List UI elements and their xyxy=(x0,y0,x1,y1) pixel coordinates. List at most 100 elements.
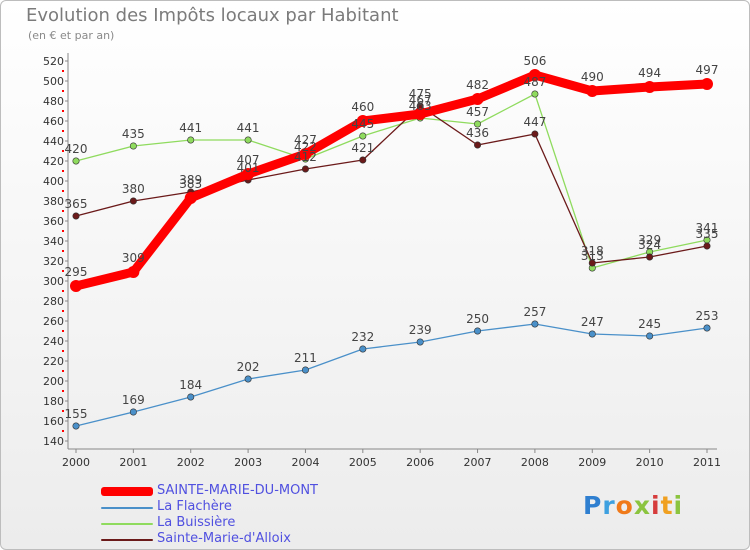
logo-letter: r xyxy=(602,491,616,520)
data-label: 389 xyxy=(179,173,202,187)
series-line-0 xyxy=(75,323,708,427)
y-tick-label: 220 xyxy=(43,355,64,368)
y-tick-label: 320 xyxy=(43,255,64,268)
data-label: 422 xyxy=(294,140,317,154)
y-tick-label: 280 xyxy=(43,295,64,308)
data-label: 494 xyxy=(638,66,661,80)
data-label: 184 xyxy=(179,378,202,392)
legend-label: SAINTE-MARIE-DU-MONT xyxy=(157,483,319,498)
chart-subtitle: (en € et par an) xyxy=(28,29,115,42)
data-label: 463 xyxy=(409,99,432,113)
data-label: 412 xyxy=(294,150,317,164)
series-line-1 xyxy=(75,93,708,269)
data-label: 309 xyxy=(122,251,145,265)
y-axis-minor-mark xyxy=(62,290,64,292)
data-point xyxy=(244,375,252,383)
x-tick-label: 2006 xyxy=(406,456,434,469)
data-point xyxy=(356,115,369,127)
data-label: 467 xyxy=(409,93,432,107)
y-axis-minor-mark xyxy=(62,330,64,332)
y-axis-minor-mark xyxy=(62,430,64,432)
legend-swatch xyxy=(101,507,153,509)
data-label: 445 xyxy=(351,117,374,131)
y-axis-minor-mark xyxy=(62,270,64,272)
x-tick-label: 2003 xyxy=(234,456,262,469)
logo-letter: t xyxy=(660,491,674,520)
y-tick-label: 340 xyxy=(43,235,64,248)
y-axis-minor-mark xyxy=(62,130,64,132)
data-label: 239 xyxy=(409,323,432,337)
data-point xyxy=(187,136,195,144)
legend-label: La Flachère xyxy=(157,499,232,514)
y-axis-minor-mark xyxy=(62,230,64,232)
data-label: 365 xyxy=(65,197,88,211)
data-point xyxy=(474,327,482,335)
data-point xyxy=(471,93,484,105)
legend-label: Sainte-Marie-d'Alloix xyxy=(157,531,291,546)
legend-item: Sainte-Marie-d'Alloix xyxy=(101,531,431,548)
data-point xyxy=(474,141,482,149)
proxiti-logo: Proxiti xyxy=(583,491,683,520)
data-label: 460 xyxy=(351,100,374,114)
data-label: 383 xyxy=(179,177,202,191)
logo-letter: o xyxy=(615,491,634,520)
y-tick-label: 500 xyxy=(43,75,64,88)
data-point xyxy=(242,168,255,180)
chart-data-labels: 155 169 184 202 211 232 239 250 257 247 245 253 420 4… xyxy=(65,54,719,421)
logo-letter: x xyxy=(633,491,651,520)
y-tick-label: 300 xyxy=(43,275,64,288)
data-point xyxy=(70,280,82,292)
data-label: 506 xyxy=(523,54,546,68)
data-label: 202 xyxy=(237,360,260,374)
data-point xyxy=(474,120,482,128)
y-tick-label: 200 xyxy=(43,375,64,388)
data-label: 295 xyxy=(65,265,88,279)
chart-title: Evolution des Impôts locaux par Habitant xyxy=(26,5,399,26)
data-label: 447 xyxy=(523,115,546,129)
chart-axes: 140 160 180 200 220 240 260 280 300 320 340 360 380 4… xyxy=(43,53,721,469)
x-tick-label: 2007 xyxy=(464,456,492,469)
legend-swatch xyxy=(101,487,153,496)
y-axis-minor-mark xyxy=(62,170,64,172)
data-label: 380 xyxy=(122,182,145,196)
series-line-2 xyxy=(75,105,708,264)
data-point xyxy=(72,157,80,165)
data-point xyxy=(531,320,539,328)
data-label: 253 xyxy=(696,309,719,323)
data-point xyxy=(588,330,596,338)
data-point xyxy=(299,148,312,160)
y-tick-label: 140 xyxy=(43,435,64,448)
data-label: 211 xyxy=(294,351,317,365)
data-label: 457 xyxy=(466,105,489,119)
legend: SAINTE-MARIE-DU-MONT La Flachère La Buissi… xyxy=(101,483,431,548)
y-tick-label: 360 xyxy=(43,215,64,228)
legend-item: La Buissière xyxy=(101,515,431,532)
y-axis-minor-mark xyxy=(62,210,64,212)
legend-label: La Buissière xyxy=(157,515,236,530)
data-point xyxy=(72,422,80,430)
data-point xyxy=(588,259,596,267)
x-tick-label: 2008 xyxy=(521,456,549,469)
y-tick-label: 160 xyxy=(43,415,64,428)
y-axis-minor-mark xyxy=(62,310,64,312)
series-line-3 xyxy=(71,70,712,291)
data-label: 490 xyxy=(581,70,604,84)
y-axis-minor-mark xyxy=(62,370,64,372)
data-point xyxy=(703,242,711,250)
data-point xyxy=(129,197,137,205)
data-point xyxy=(531,130,539,138)
data-label: 487 xyxy=(523,75,546,89)
y-tick-label: 260 xyxy=(43,315,64,328)
y-tick-label: 180 xyxy=(43,395,64,408)
data-point xyxy=(244,136,252,144)
data-point xyxy=(586,85,599,97)
data-label: 341 xyxy=(696,221,719,235)
x-tick-label: 2009 xyxy=(578,456,606,469)
y-axis-minor-mark xyxy=(62,150,64,152)
data-point xyxy=(184,192,197,204)
chart-series xyxy=(70,69,713,430)
x-tick-label: 2005 xyxy=(349,456,377,469)
x-tick-label: 2002 xyxy=(177,456,205,469)
